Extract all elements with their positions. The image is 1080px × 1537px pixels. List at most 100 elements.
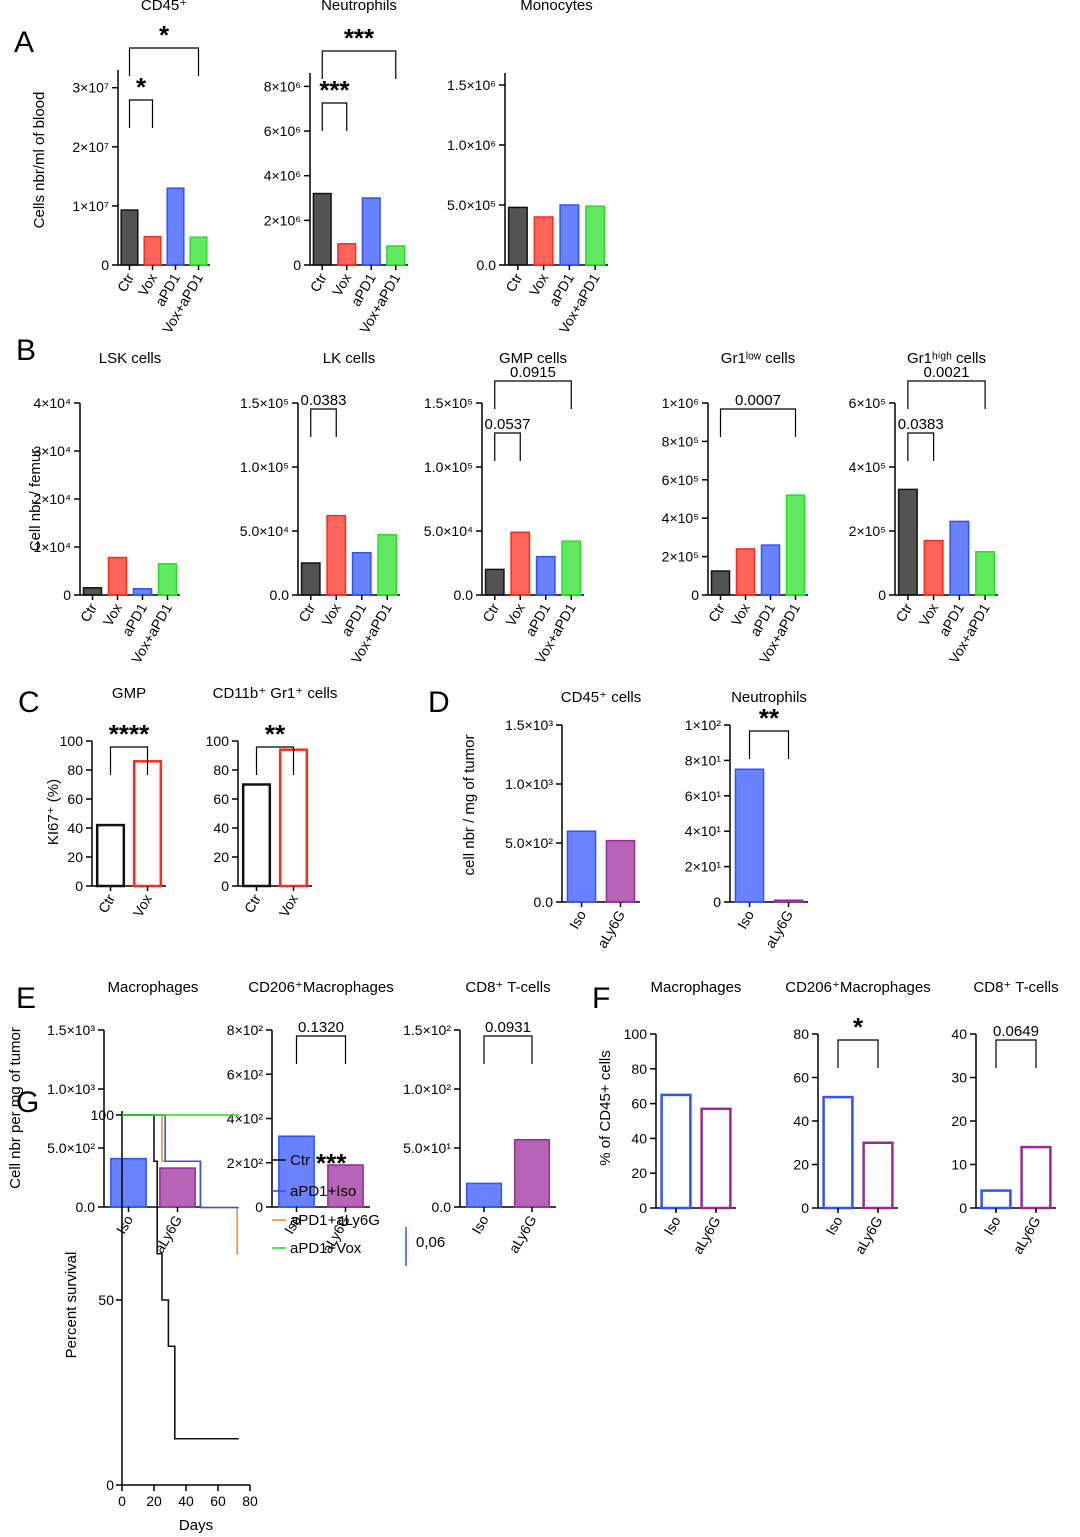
x-tick-label: aLy6G [1009, 1214, 1043, 1257]
significance-label: *** [319, 75, 350, 105]
y-tick-label: 0.0 [477, 257, 497, 273]
legend-label: aPD1+Vox [290, 1240, 362, 1257]
y-tick-label: 100 [624, 1026, 648, 1042]
y-tick-label: 4×10⁶ [264, 168, 301, 184]
bar [605, 839, 636, 903]
y-tick-label: 1.0×10³ [47, 1081, 95, 1097]
x-tick-label: aLy6G [505, 1213, 539, 1256]
y-tick-label: 1.5×10³ [505, 717, 553, 733]
y-tick-label: 0.0 [454, 587, 474, 603]
x-tick-label: Iso [734, 907, 757, 931]
y-tick-label: 4×10⁵ [662, 510, 699, 526]
bar [1020, 1145, 1052, 1210]
y-tick-label: 20 [793, 1157, 809, 1173]
chart-c2: CD11b⁺ Gr1⁺ cells 0 20 40 60 80 100 Ctr Vox ** [206, 685, 338, 920]
x-tick-label: aLy6G [851, 1214, 885, 1257]
chart-e2: CD206⁺Macrophages02×10²4×10²6×10²8×10²Is… [227, 979, 394, 1256]
bar [660, 1093, 692, 1210]
bar [975, 551, 996, 596]
significance-bracket [837, 1039, 879, 1068]
significance-bracket [719, 408, 797, 437]
bar [110, 1157, 147, 1208]
x-tick-label: Iso [566, 907, 589, 931]
chart-title: CD206⁺Macrophages [785, 979, 931, 996]
y-tick-label: 2×10⁴ [33, 491, 71, 507]
y-tick-label: 40 [631, 1130, 647, 1146]
ylabel-e: Cell nbr per mg of tumor [7, 1027, 24, 1189]
panel-letter-c: C [18, 686, 40, 719]
significance-bracket [748, 730, 790, 759]
ylabel-g: Percent survival [63, 1252, 80, 1359]
significance-label: *** [344, 23, 375, 53]
significance-label: ** [759, 703, 780, 733]
y-tick-label: 60 [213, 791, 229, 807]
y-tick-label: 8×10¹ [685, 752, 722, 768]
x-tick-label: Vox [130, 892, 156, 920]
y-tick-label: 30 [951, 1070, 967, 1086]
y-tick-label: 0 [63, 587, 71, 603]
y-tick-label: 1.5×10⁵ [240, 395, 289, 411]
significance-bracket [494, 380, 572, 409]
bar [189, 236, 208, 266]
y-tick-label: 0 [106, 1477, 114, 1493]
y-tick-label: 80 [213, 762, 229, 778]
x-tick-label: Ctr [502, 270, 525, 294]
y-tick-label: 5.0×10⁴ [424, 523, 473, 539]
x-tick-label: Ctr [307, 270, 330, 294]
y-tick-label: 0 [221, 878, 229, 894]
bar-charts-group: CD45⁺01×10⁷2×10⁷3×10⁷CtrVoxaPD1Vox+aPD1*… [33, 0, 1058, 1257]
x-tick-label: Ctr [77, 600, 100, 624]
x-tick-label: Ctr [295, 600, 318, 624]
bar [760, 544, 781, 596]
significance-bracket [321, 102, 348, 131]
y-tick-label: 40 [213, 820, 229, 836]
chart-f1: Macrophages 0 20 40 60 80 100 Iso aLy6G [624, 979, 742, 1257]
significance-label: 0.0915 [510, 364, 556, 381]
y-tick-label: 0.0 [432, 1199, 452, 1215]
y-tick-label: 40 [67, 820, 83, 836]
chart-d2: Neutrophils 0 2×10¹ 4×10¹ 6×10¹ 8×10¹ 1×10² Iso… [685, 689, 808, 951]
panel-letter-a: A [14, 26, 34, 59]
x-tick-label: aLy6G [689, 1214, 723, 1257]
ylabel-b: Cell nbr / femur [27, 449, 44, 552]
y-tick-label: 3×10⁷ [72, 80, 109, 96]
y-tick-label: 0 [255, 1199, 263, 1215]
chart-title: Macrophages [108, 979, 199, 996]
x-tick-label: 0 [118, 1493, 126, 1509]
significance-label: ** [265, 719, 286, 749]
chart-title: LSK cells [99, 350, 162, 367]
bar [132, 760, 163, 888]
y-tick-label: 100 [60, 733, 84, 749]
significance-label: * [136, 72, 147, 102]
chart-e3: CD8⁺ T-cells 0.0 5.0×10¹ 1.0×10² 1.5×10² Iso a… [403, 979, 556, 1256]
significance-label: 0.0021 [924, 364, 970, 381]
y-tick-label: 2×10² [227, 1155, 264, 1171]
ylabel-c: KI67⁺ (%) [45, 779, 62, 845]
bar [326, 514, 347, 596]
bar [159, 1167, 196, 1208]
significance-bracket [995, 1039, 1037, 1068]
y-tick-label: 1.0×10⁵ [240, 459, 289, 475]
survival-line [122, 1114, 239, 1440]
y-tick-label: 1×10⁶ [662, 395, 699, 411]
y-tick-label: 1.5×10⁵ [424, 395, 473, 411]
bar [312, 192, 332, 266]
chart-title: Monocytes [520, 0, 593, 14]
bar [95, 823, 126, 888]
bar [773, 899, 804, 903]
bar [980, 1189, 1012, 1210]
y-tick-label: 6×10⁵ [662, 472, 699, 488]
chart-title: CD11b⁺ Gr1⁺ cells [213, 685, 338, 702]
y-tick-label: 2×10⁶ [264, 212, 301, 228]
y-tick-label: 1.5×10⁶ [447, 77, 496, 93]
y-tick-label: 5.0×10² [47, 1140, 95, 1156]
panel-letter-d: D [428, 686, 450, 719]
y-tick-label: 5.0×10¹ [403, 1140, 451, 1156]
y-tick-label: 5.0×10² [505, 835, 553, 851]
y-tick-label: 0 [878, 587, 886, 603]
y-tick-label: 100 [91, 1107, 115, 1123]
y-tick-label: 1×10² [685, 717, 722, 733]
y-tick-label: 20 [951, 1113, 967, 1129]
